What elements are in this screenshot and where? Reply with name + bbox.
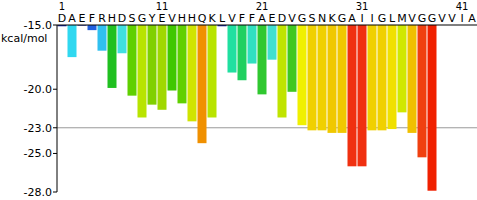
bar — [388, 25, 397, 129]
category-label: E — [269, 12, 276, 25]
category-label: A — [258, 12, 266, 25]
x-tick-label: 31 — [356, 1, 369, 12]
chart: -15.0-20.0-23.0-25.0-28.0kcal/molDAEFRHD… — [0, 0, 477, 200]
y-tick-label: -20.0 — [24, 83, 52, 96]
bar — [428, 25, 437, 191]
bar — [128, 25, 137, 96]
category-label: L — [389, 12, 396, 25]
category-label: G — [138, 12, 147, 25]
bar — [148, 25, 157, 105]
category-label: A — [348, 12, 356, 25]
bar — [258, 25, 267, 94]
category-label: E — [79, 12, 86, 25]
category-label: E — [159, 12, 166, 25]
category-label: F — [89, 12, 95, 25]
category-label: V — [438, 12, 446, 25]
bar — [168, 25, 177, 91]
category-label: V — [168, 12, 176, 25]
bar — [208, 25, 217, 117]
category-label: A — [68, 12, 76, 25]
category-label: H — [178, 12, 186, 25]
y-tick-label: -25.0 — [24, 147, 52, 160]
bar — [98, 25, 107, 51]
y-tick — [53, 153, 57, 154]
category-label: N — [318, 12, 326, 25]
category-label: G — [428, 12, 437, 25]
bar — [418, 25, 427, 157]
x-tick-label: 11 — [156, 1, 169, 12]
x-tick-label: 1 — [59, 1, 65, 12]
x-tick-label: 41 — [456, 1, 469, 12]
category-label: K — [328, 12, 336, 25]
category-label: S — [129, 12, 136, 25]
bar — [308, 25, 317, 130]
category-label: I — [370, 12, 373, 25]
bar — [228, 25, 237, 73]
category-label: V — [408, 12, 416, 25]
bar — [358, 25, 367, 166]
category-label: G — [378, 12, 387, 25]
bar — [158, 25, 167, 110]
category-label: D — [118, 12, 126, 25]
category-label: G — [298, 12, 307, 25]
category-label: V — [448, 12, 456, 25]
bar — [118, 25, 127, 53]
y-tick-label: -28.0 — [24, 186, 52, 199]
category-label: Y — [148, 12, 156, 25]
category-label: G — [418, 12, 427, 25]
y-tick — [53, 89, 57, 90]
category-label: H — [188, 12, 196, 25]
bar — [138, 25, 147, 117]
bar — [408, 25, 417, 133]
bar — [198, 25, 207, 143]
category-label: L — [219, 12, 226, 25]
y-tick — [53, 192, 57, 193]
category-label: V — [228, 12, 236, 25]
bar — [268, 25, 277, 60]
category-label: R — [98, 12, 106, 25]
bar — [318, 25, 327, 130]
y-tick-label: -15.0 — [24, 19, 52, 32]
bar — [188, 25, 197, 121]
bar — [248, 25, 257, 64]
bars — [58, 25, 437, 191]
bar — [298, 25, 307, 125]
y-axis — [57, 25, 58, 192]
category-label: G — [338, 12, 347, 25]
x-tick-label: 21 — [256, 1, 269, 12]
bar — [348, 25, 357, 166]
bar — [398, 25, 407, 112]
y-axis-label: kcal/mol — [1, 32, 47, 45]
category-label: A — [468, 12, 476, 25]
category-label: S — [309, 12, 316, 25]
bar — [178, 25, 187, 103]
category-label: F — [239, 12, 245, 25]
bar — [108, 25, 117, 88]
category-label: F — [249, 12, 255, 25]
bar — [278, 25, 287, 117]
category-label: K — [208, 12, 216, 25]
y-tick — [53, 25, 57, 26]
y-tick — [53, 127, 57, 128]
category-label: V — [288, 12, 296, 25]
bar — [378, 25, 387, 130]
y-tick-label: -23.0 — [24, 122, 52, 135]
category-label: Q — [198, 12, 207, 25]
category-label: H — [108, 12, 116, 25]
bar — [368, 25, 377, 130]
bar — [68, 25, 77, 57]
category-label: D — [58, 12, 66, 25]
bar — [288, 25, 297, 92]
category-label: D — [278, 12, 286, 25]
bar — [238, 25, 247, 80]
category-label: M — [397, 12, 407, 25]
bar — [328, 25, 337, 133]
bar — [338, 25, 347, 133]
bar — [88, 25, 97, 30]
category-label: I — [360, 12, 363, 25]
category-label: I — [460, 12, 463, 25]
